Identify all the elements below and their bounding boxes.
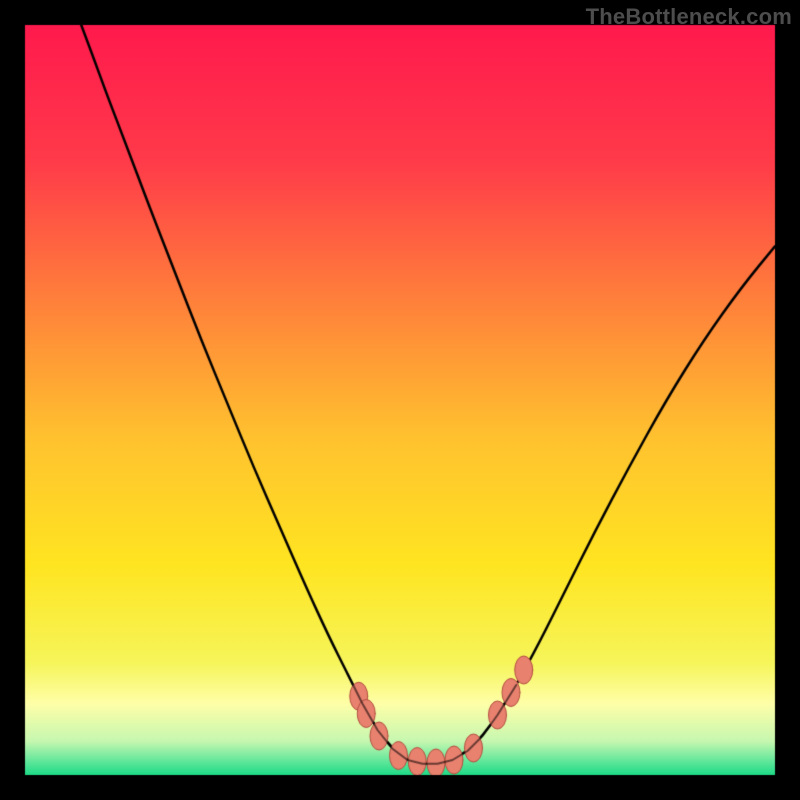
- bottleneck-chart: [0, 0, 800, 800]
- watermark-text: TheBottleneck.com: [586, 4, 792, 30]
- chart-container: TheBottleneck.com: [0, 0, 800, 800]
